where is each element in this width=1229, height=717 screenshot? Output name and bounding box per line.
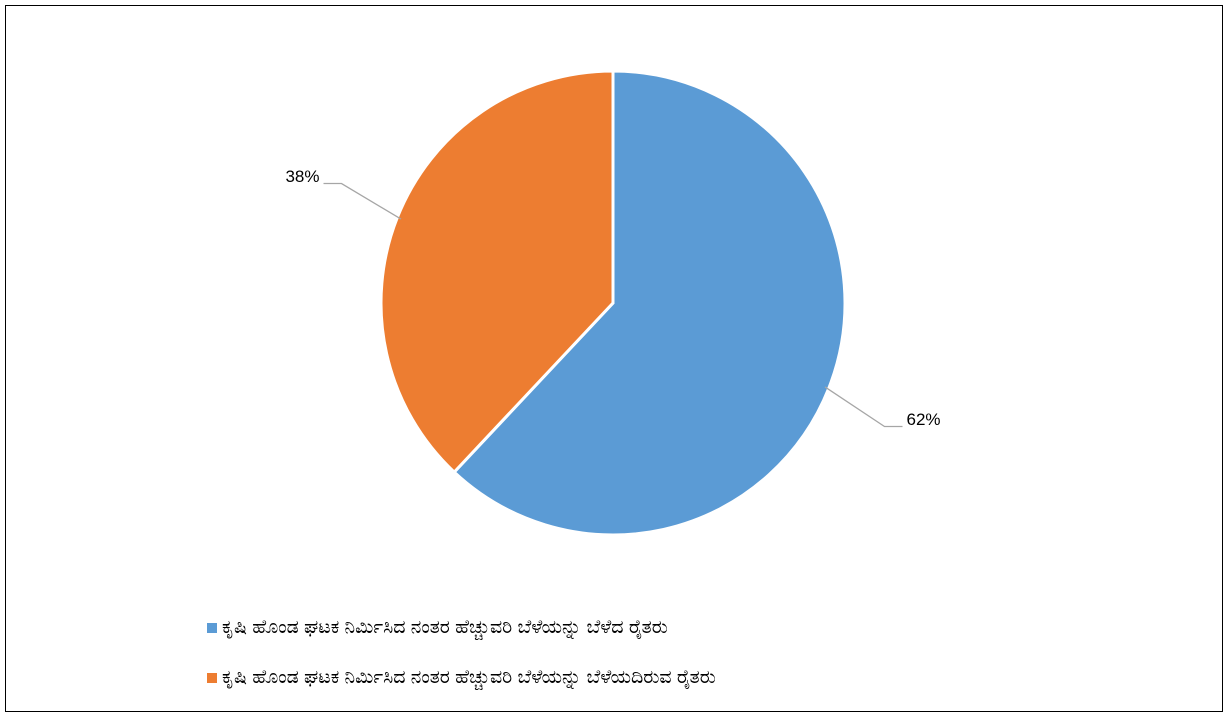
data-label: 62% [906,410,940,429]
legend-label: ಕೃಷಿ ಹೊಂಡ ಘಟಕ ನಿರ್ಮಿಸಿದ ನಂತರ ಹೆಚ್ಚುವರಿ ಬ… [222,617,668,641]
leader-line [323,182,402,220]
legend-swatch [207,673,217,683]
data-label: 38% [285,167,319,186]
leader-line [824,386,903,428]
pie-slice [452,69,847,537]
legend-label: ಕೃಷಿ ಹೊಂಡ ಘಟಕ ನಿರ್ಮಿಸಿದ ನಂತರ ಹೆಚ್ಚುವರಿ ಬ… [222,667,716,691]
legend-swatch [207,623,217,633]
